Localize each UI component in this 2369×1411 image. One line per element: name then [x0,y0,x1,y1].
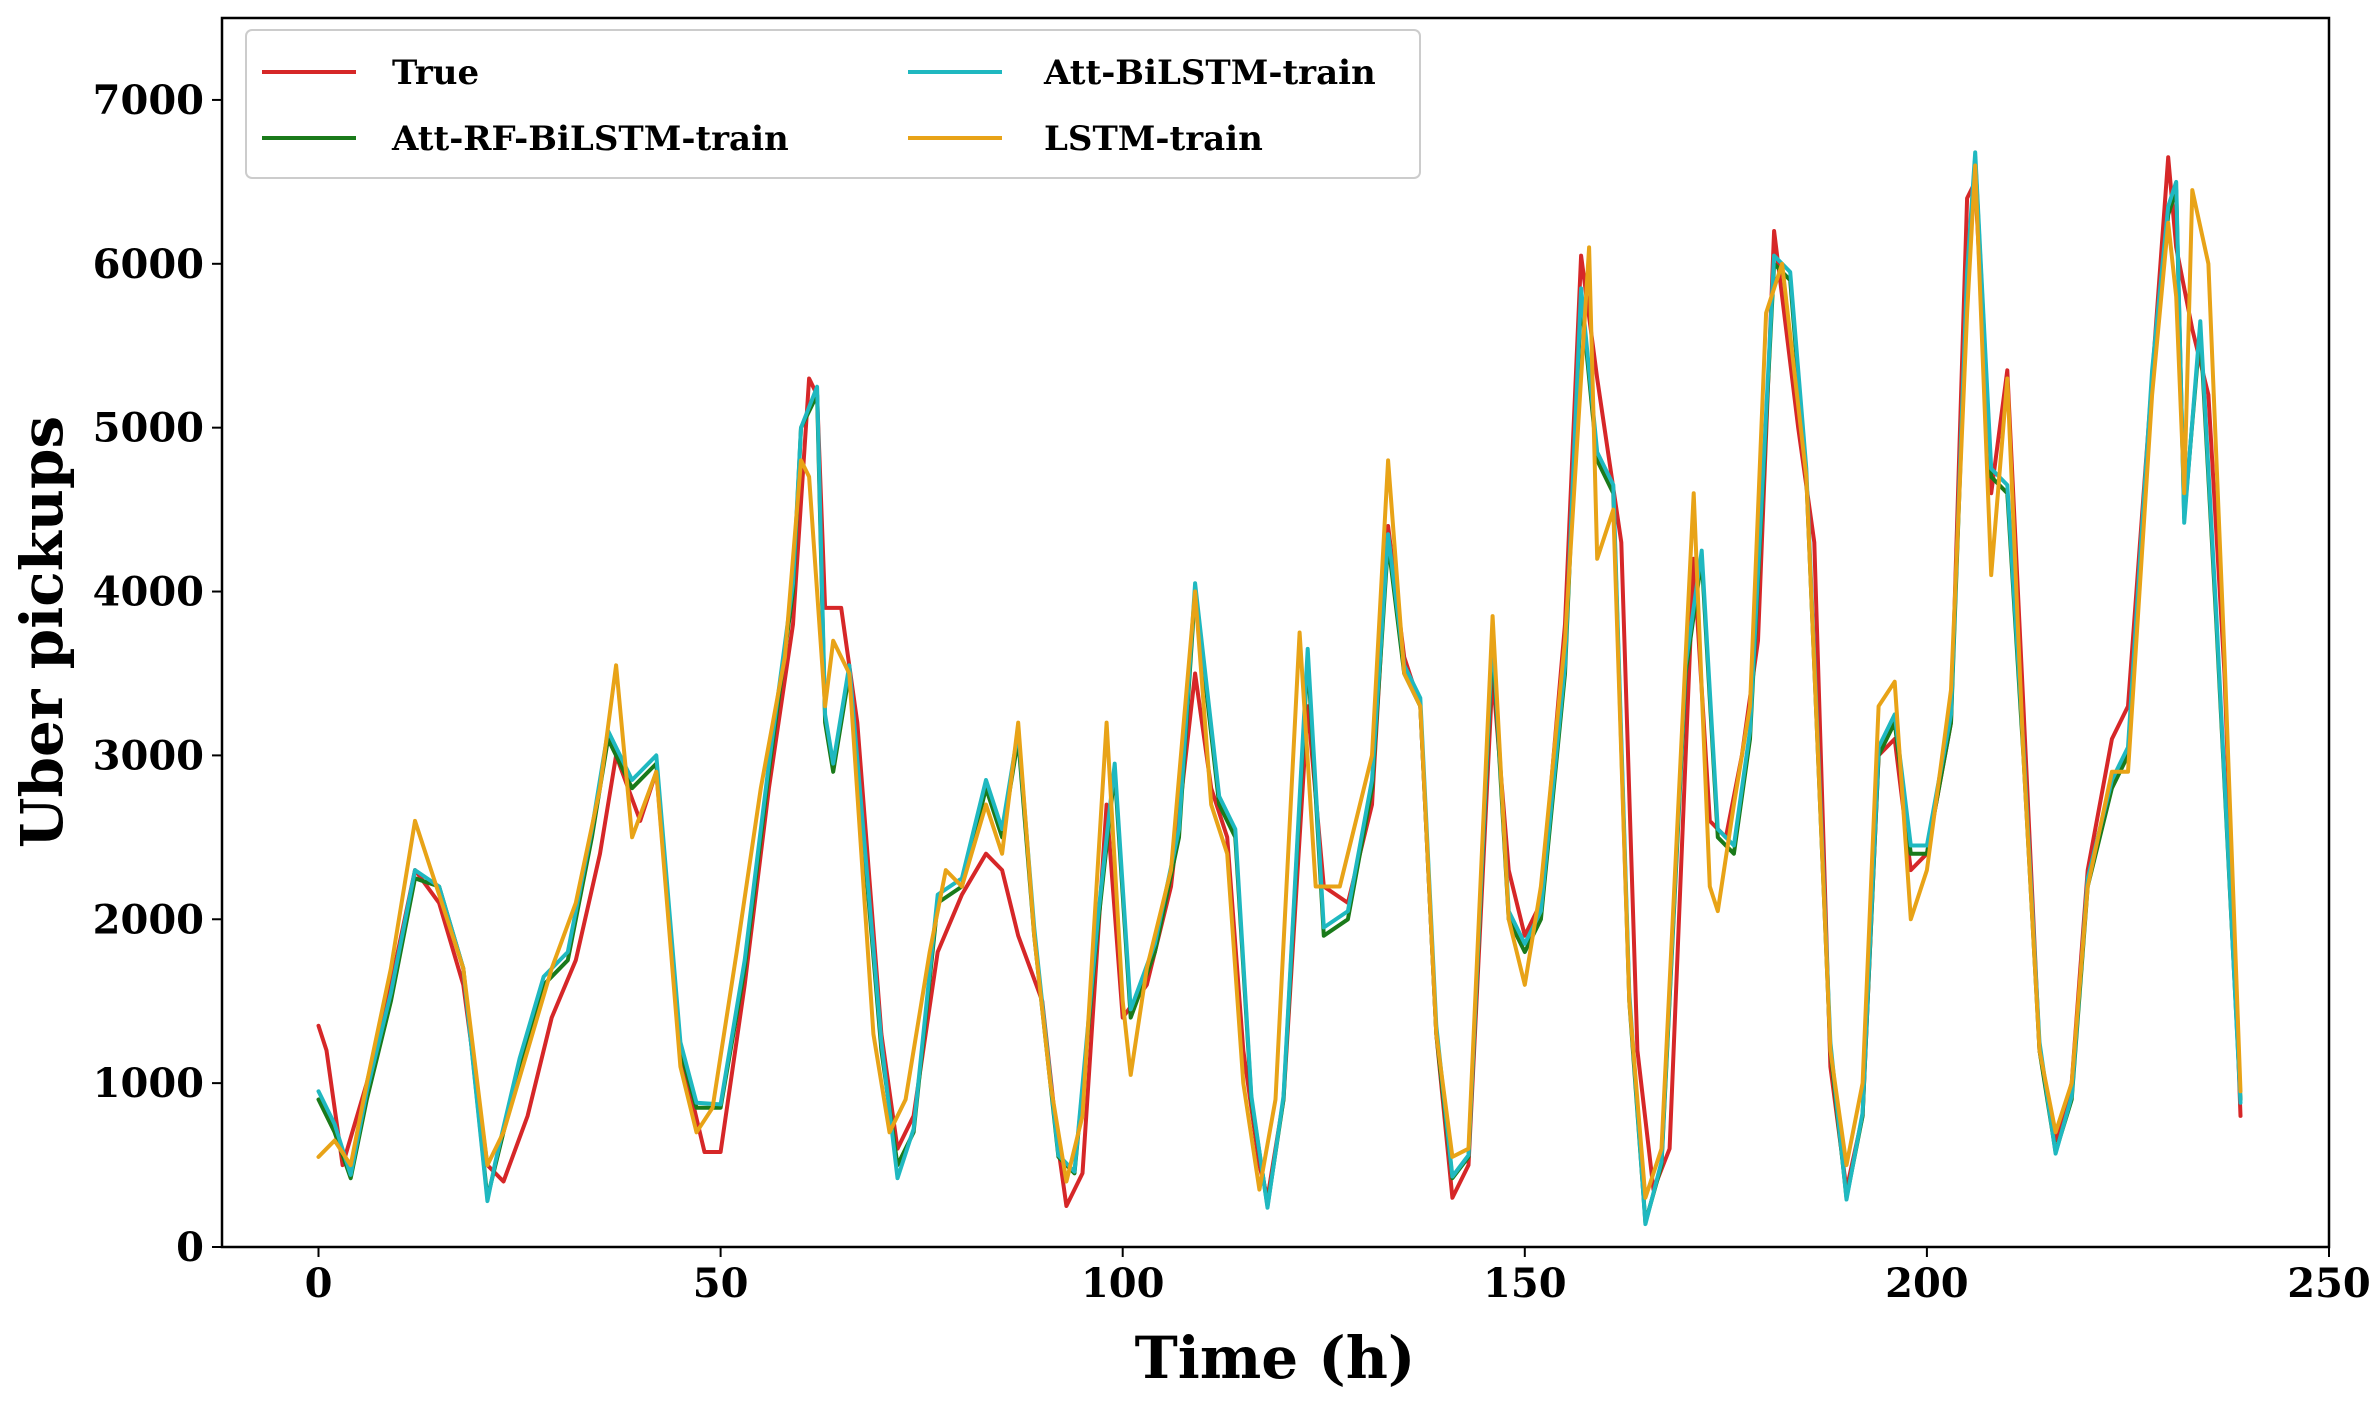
y-tick-label: 2000 [93,896,204,943]
y-tick-label: 6000 [93,241,204,288]
legend: True Att-RF-BiLSTM-train Att-BiLSTM-trai… [245,29,1421,179]
x-tick-label: 150 [1483,1260,1567,1307]
y-tick-label: 5000 [93,405,204,452]
y-axis-title: Uber pickups [8,416,76,848]
series-layer [316,150,2243,1227]
x-tick-label: 100 [1081,1260,1165,1307]
y-tick-label: 7000 [93,77,204,124]
legend-label-true: True [392,53,479,93]
y-tick-label: 4000 [93,569,204,616]
series-line-lstm-train [316,163,2243,1200]
x-axis-title: Time (h) [1135,1324,1416,1392]
x-tick-label: 200 [1885,1260,1969,1307]
legend-label-att-rf-bilstm: Att-RF-BiLSTM-train [391,119,789,159]
y-tick-label: 3000 [93,732,204,779]
legend-box [245,29,1421,179]
legend-label-lstm: LSTM-train [1044,119,1263,159]
x-tick-label: 0 [305,1260,333,1307]
tick-layer: 0 50 100 150 200 250 0 1000 2000 3000 4000 5000 6000… [93,77,2369,1307]
legend-label-att-bilstm: Att-BiLSTM-train [1043,53,1376,93]
y-tick-label: 0 [176,1224,204,1271]
y-tick-label: 1000 [93,1060,204,1107]
x-tick-label: 50 [693,1260,749,1307]
x-tick-label: 250 [2287,1260,2369,1307]
